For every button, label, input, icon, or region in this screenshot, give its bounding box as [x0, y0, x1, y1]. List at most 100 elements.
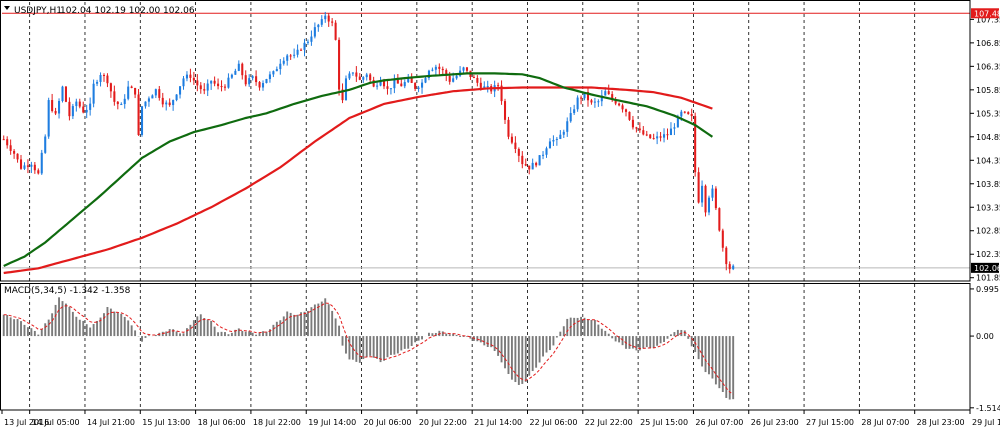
candle [116, 100, 119, 110]
candle-body [109, 83, 112, 92]
candle [68, 97, 71, 121]
candle-body [483, 86, 486, 88]
candle-body [421, 82, 424, 88]
x-tick-label: 28 Jul 07:00 [861, 418, 909, 427]
candle [227, 73, 230, 89]
candle-body [168, 102, 171, 106]
macd-signal-line [3, 302, 734, 395]
candle-body [300, 49, 303, 51]
candle-body [206, 83, 209, 91]
candle-body [78, 101, 81, 107]
candle-body [61, 86, 64, 101]
candle-body [562, 131, 565, 135]
ohlc-readout: 102.04 102.19 102.00 102.06 [60, 6, 195, 16]
candle-body [182, 78, 185, 87]
candle [714, 186, 717, 211]
candle [669, 122, 672, 136]
high-price-tag [971, 8, 999, 19]
candle-body [16, 153, 19, 160]
candle-body [611, 94, 614, 100]
candle [438, 63, 441, 75]
candle-body [396, 79, 399, 84]
candle [580, 95, 583, 105]
candle-body [275, 69, 278, 72]
candle [289, 53, 292, 60]
candle-body [680, 111, 683, 117]
candle [144, 101, 147, 109]
candle-body [635, 127, 638, 129]
candle [16, 153, 19, 163]
candle-body [369, 74, 372, 81]
candle-body [600, 95, 603, 102]
candle-body [701, 185, 704, 203]
candle [127, 80, 130, 101]
candle [562, 129, 565, 139]
candle-body [376, 85, 379, 87]
candle [631, 115, 634, 130]
candle [120, 102, 123, 106]
candle [234, 68, 237, 75]
candle-body [427, 70, 430, 79]
candle [220, 80, 223, 92]
candle-body [476, 77, 479, 83]
candle-body [2, 139, 5, 141]
candle-body [545, 148, 548, 155]
candle-body [666, 134, 669, 136]
candle [78, 98, 81, 109]
candle [213, 76, 216, 87]
candle-body [614, 99, 617, 104]
candle [33, 162, 36, 174]
candle-body [434, 66, 437, 70]
candle-body [161, 97, 164, 105]
candle [472, 74, 475, 79]
candle [683, 111, 686, 114]
candle-body [165, 102, 168, 105]
candle-body [407, 77, 410, 83]
candle [26, 159, 29, 174]
candle [393, 74, 396, 94]
candle [255, 70, 258, 86]
candle-body [68, 101, 71, 117]
candle-body [89, 103, 92, 110]
candle-body [718, 208, 721, 231]
candle-body [286, 55, 289, 61]
candle-body [306, 41, 309, 43]
candle-body [452, 78, 455, 82]
candle [400, 79, 403, 87]
candle-body [538, 155, 541, 166]
candle [376, 82, 379, 90]
candle [476, 75, 479, 87]
x-tick-label: 20 Jul 06:00 [364, 418, 412, 427]
y-tick-label: 101.85 [976, 274, 1000, 283]
candle [431, 67, 434, 72]
candle [275, 66, 278, 72]
candle [600, 89, 603, 107]
candle-body [711, 188, 714, 198]
x-tick-label: 26 Jul 07:00 [695, 418, 743, 427]
macd-y-tick-label: 0.00 [976, 332, 994, 341]
candle-body [694, 116, 697, 173]
candle [47, 97, 50, 139]
candle-body [54, 110, 57, 114]
candle [417, 85, 420, 93]
candle [344, 75, 348, 101]
candle [300, 48, 303, 51]
candle-body [134, 87, 137, 95]
candle [30, 161, 33, 174]
candle-body [327, 15, 330, 22]
candle [175, 94, 178, 102]
candle [514, 136, 517, 154]
main-panel[interactable] [2, 11, 970, 275]
candle [113, 85, 116, 106]
candle-body [137, 94, 140, 135]
x-tick-label: 22 Jul 22:00 [585, 418, 633, 427]
candle-body [71, 106, 74, 117]
candle-body [431, 69, 434, 71]
macd-panel[interactable] [2, 297, 735, 400]
candle-body [99, 74, 102, 82]
candle-body [714, 188, 717, 209]
y-tick-label: 102.85 [976, 227, 1000, 236]
candle-body [47, 100, 50, 137]
